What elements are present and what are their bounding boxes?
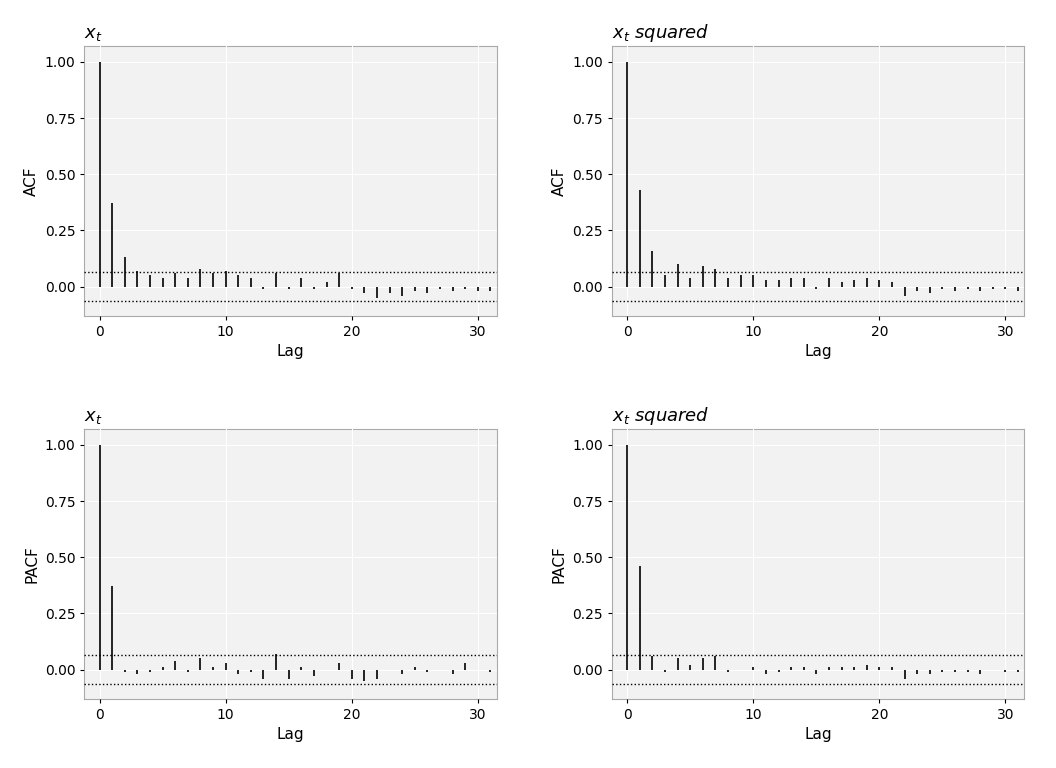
Text: $\mathit{x}_t$: $\mathit{x}_t$ xyxy=(84,408,102,425)
Text: $\mathit{x}_t$: $\mathit{x}_t$ xyxy=(84,25,102,43)
Text: $\mathit{x}_t$ squared: $\mathit{x}_t$ squared xyxy=(612,405,710,427)
Y-axis label: PACF: PACF xyxy=(24,545,39,583)
X-axis label: Lag: Lag xyxy=(277,344,304,359)
Y-axis label: ACF: ACF xyxy=(24,166,39,196)
Y-axis label: ACF: ACF xyxy=(552,166,567,196)
Y-axis label: PACF: PACF xyxy=(552,545,567,583)
Text: $\mathit{x}_t$ squared: $\mathit{x}_t$ squared xyxy=(612,22,710,44)
X-axis label: Lag: Lag xyxy=(277,727,304,743)
X-axis label: Lag: Lag xyxy=(805,344,832,359)
X-axis label: Lag: Lag xyxy=(805,727,832,743)
